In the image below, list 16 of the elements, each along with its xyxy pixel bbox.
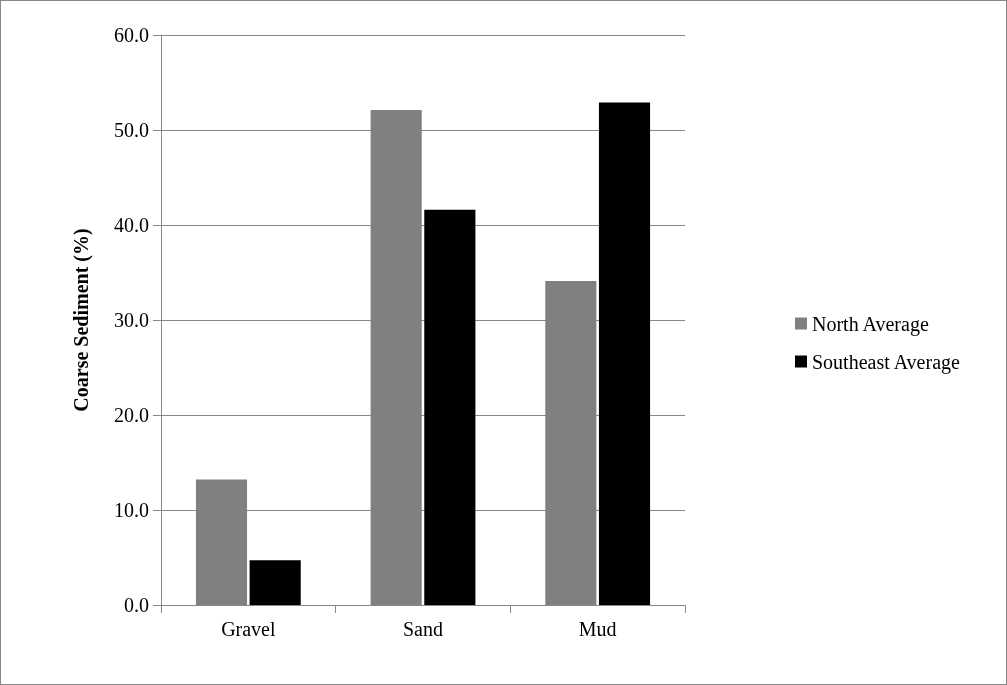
x-tick-label: Gravel	[221, 618, 276, 640]
x-tick-label: Mud	[578, 618, 617, 640]
y-tick-label: 0.0	[124, 594, 149, 616]
bar	[598, 102, 651, 605]
y-tick-label: 10.0	[114, 499, 149, 521]
bar	[424, 209, 476, 605]
y-tick-label: 60.0	[114, 24, 149, 46]
y-tick-label: 30.0	[114, 309, 149, 331]
y-axis-title: Coarse Sediment (%)	[70, 228, 93, 412]
x-tick-label: Sand	[403, 618, 443, 640]
legend-label: North Average	[811, 312, 929, 336]
y-tick-label: 50.0	[114, 119, 149, 141]
legend-label: Southeast Average	[811, 350, 961, 374]
y-tick-label: 20.0	[114, 404, 149, 426]
y-tick-label: 40.0	[114, 214, 149, 236]
bar	[249, 560, 301, 605]
